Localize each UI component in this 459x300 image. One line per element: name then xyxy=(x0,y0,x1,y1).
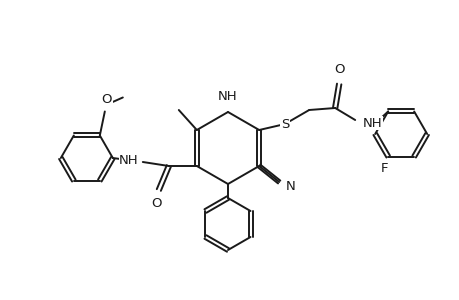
Text: O: O xyxy=(333,63,344,76)
Text: O: O xyxy=(151,197,162,210)
Text: S: S xyxy=(280,118,289,130)
Text: N: N xyxy=(285,179,295,193)
Text: NH: NH xyxy=(363,116,382,130)
Text: NH: NH xyxy=(218,90,237,103)
Text: NH: NH xyxy=(119,154,139,166)
Text: F: F xyxy=(380,161,387,175)
Text: O: O xyxy=(101,94,112,106)
